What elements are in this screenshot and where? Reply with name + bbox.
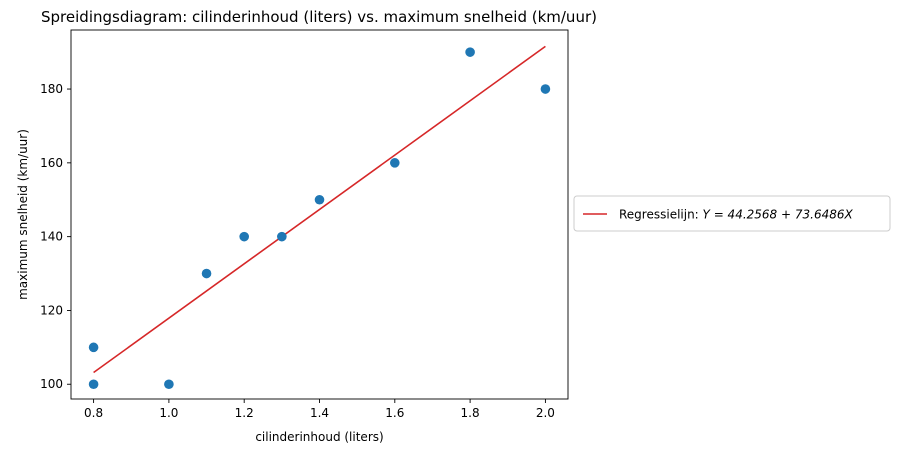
legend-box (573, 195, 891, 232)
x-axis-ticks: 0.8 1.0 1.2 1.4 1.6 1.8 2.0 (84, 399, 555, 420)
data-points (88, 47, 551, 390)
y-tick-label: 140 (40, 230, 63, 244)
data-point (164, 379, 174, 390)
y-axis-label: maximum snelheid (km/uur) (16, 129, 30, 300)
data-point (540, 84, 551, 94)
chart-title: Spreidingsdiagram: cilinderinhoud (liter… (41, 8, 597, 26)
x-tick-label: 0.8 (84, 406, 103, 420)
y-tick-label: 100 (40, 377, 63, 391)
x-tick-label: 1.0 (159, 406, 178, 420)
legend-entry-regression: Regressielijn: Y = 44.2568 + 73.6486X (619, 208, 853, 222)
x-tick-label: 1.4 (310, 406, 329, 420)
x-axis-label: cilinderinhoud (liters) (255, 430, 383, 444)
x-tick-label: 1.2 (235, 406, 254, 420)
data-point (314, 194, 325, 205)
x-tick-label: 2.0 (536, 406, 555, 420)
y-axis-ticks: 100 120 140 160 180 (40, 82, 71, 391)
y-tick-label: 160 (40, 156, 63, 170)
legend: Regressielijn: Y = 44.2568 + 73.6486X (573, 195, 891, 232)
x-tick-label: 1.8 (461, 406, 480, 420)
data-point (88, 379, 99, 390)
y-tick-label: 120 (40, 303, 63, 317)
data-point (239, 231, 249, 242)
data-point (88, 342, 99, 353)
data-point (277, 231, 287, 242)
x-tick-label: 1.6 (385, 406, 404, 420)
y-tick-label: 180 (40, 82, 63, 96)
plot-area-frame (70, 29, 569, 400)
regression-line (93, 45, 546, 374)
data-point (201, 268, 212, 279)
data-point (390, 158, 400, 168)
data-point (465, 47, 475, 57)
